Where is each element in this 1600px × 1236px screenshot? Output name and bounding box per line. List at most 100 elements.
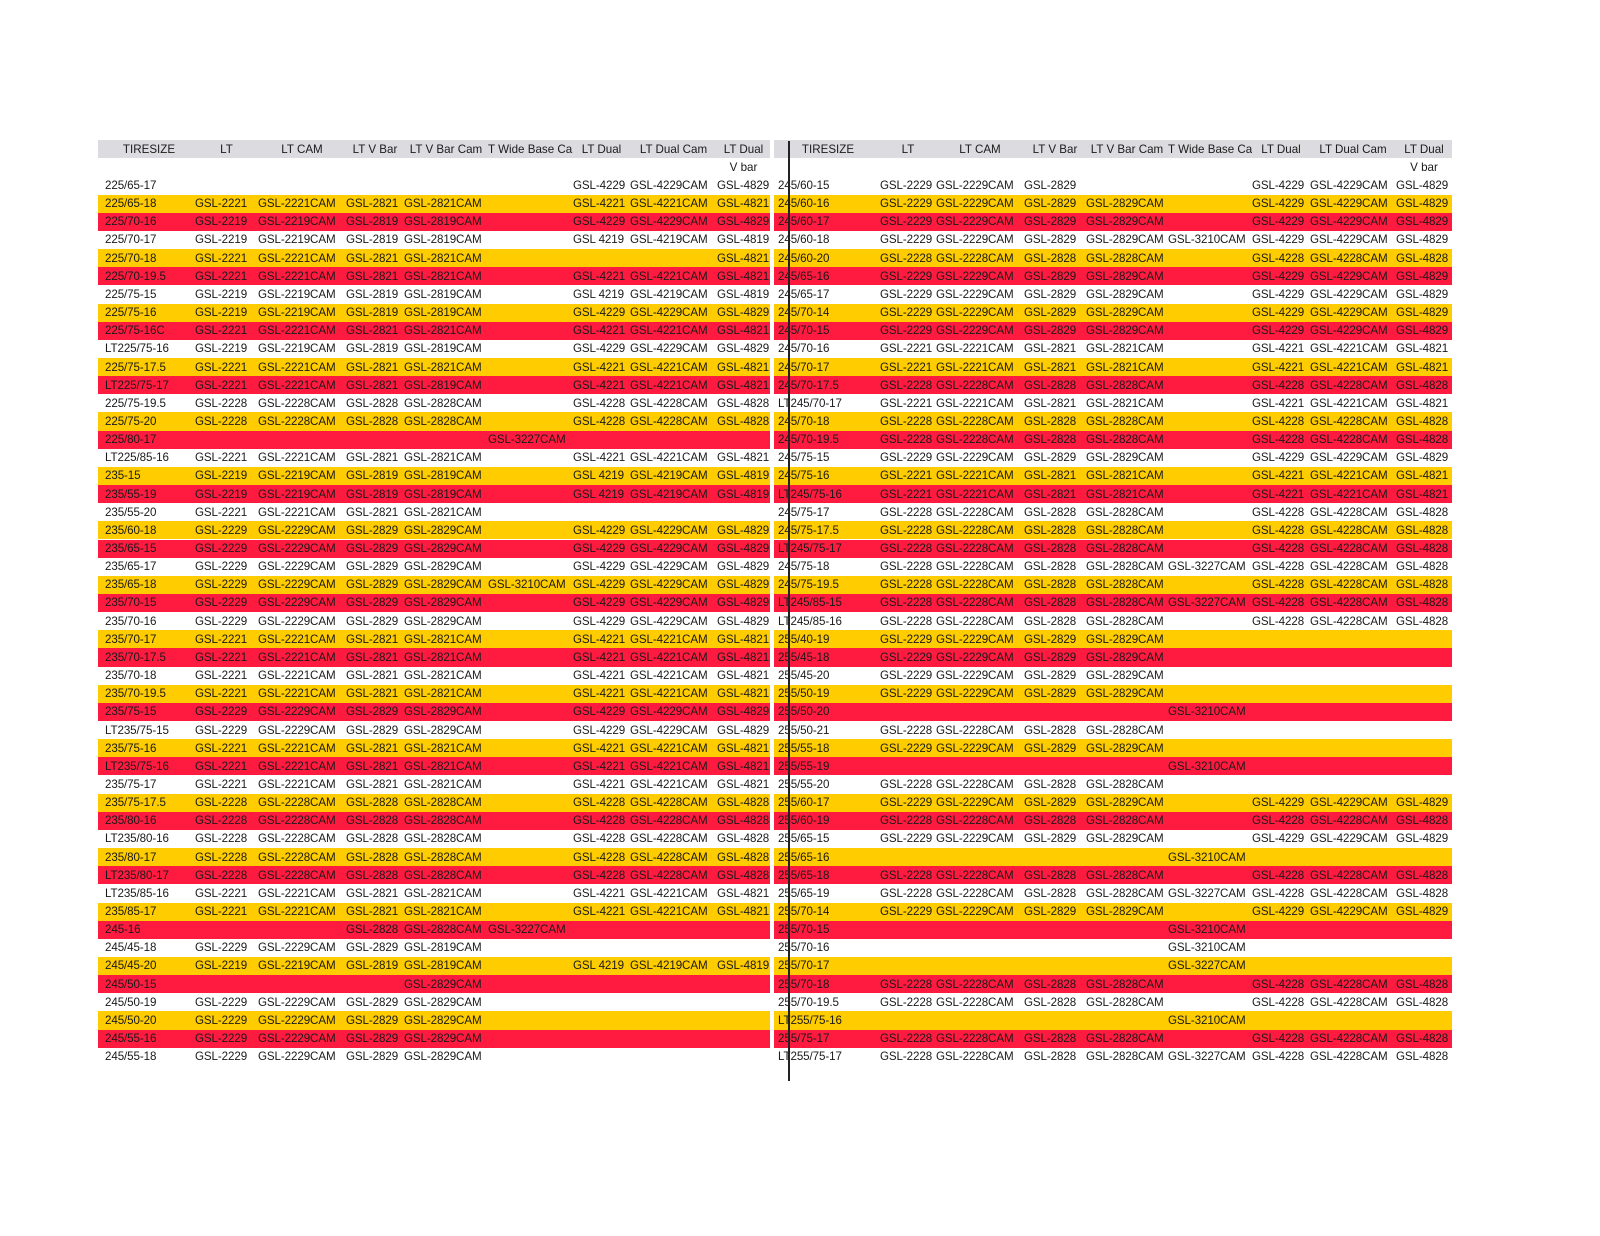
left-tire-size: 225/75-17.5 <box>105 360 166 374</box>
left-part-number: GSL-2221 <box>195 505 248 519</box>
right-part-number: GSL-2821CAM <box>1086 342 1164 356</box>
right-part-number: GSL-2229CAM <box>936 451 1014 465</box>
left-row-band <box>98 485 770 504</box>
left-part-number: GSL-4229CAM <box>630 705 708 719</box>
left-part-number: GSL-4229 <box>573 578 626 592</box>
right-column-header: T Wide Base Car <box>1168 143 1252 156</box>
right-tire-size: 255/45-18 <box>778 650 830 664</box>
left-part-number: GSL-2819CAM <box>404 378 482 392</box>
left-part-number: GSL-4821 <box>717 687 770 701</box>
right-part-number: GSL-2229CAM <box>936 650 1014 664</box>
left-tire-size: 235/80-16 <box>105 814 157 828</box>
left-part-number: GSL-2821 <box>346 650 399 664</box>
left-part-number: GSL-2219CAM <box>258 959 336 973</box>
left-part-number: GSL-2229CAM <box>258 723 336 737</box>
right-part-number: GSL-2828 <box>1024 523 1077 537</box>
right-row-band <box>774 702 1452 721</box>
left-part-number: GSL-2221CAM <box>258 886 336 900</box>
left-part-number: GSL-2821 <box>346 669 399 683</box>
right-part-number: GSL-2228CAM <box>936 505 1014 519</box>
right-part-number: GSL-2228CAM <box>936 542 1014 555</box>
left-part-number: GSL-2229 <box>195 723 248 737</box>
left-part-number: GSL-4828 <box>717 396 770 410</box>
left-part-number: GSL-3227CAM <box>488 433 566 447</box>
left-part-number: GSL-2821CAM <box>404 759 482 773</box>
left-part-number: GSL-4821 <box>717 197 770 211</box>
left-row-band <box>98 321 770 340</box>
right-row-band <box>774 811 1452 830</box>
right-part-number: GSL-2828CAM <box>1086 378 1164 392</box>
right-part-number: GSL-2228 <box>880 1050 933 1064</box>
right-part-number: GSL-2829 <box>1024 215 1077 229</box>
right-part-number: GSL-2821 <box>1024 360 1077 374</box>
left-part-number: GSL-2221 <box>195 650 248 664</box>
left-part-number: GSL-2829CAM <box>404 578 482 592</box>
left-part-number: GSL-2819CAM <box>404 287 482 301</box>
right-part-number: GSL-4828 <box>1396 614 1449 628</box>
left-part-number: GSL-2221 <box>195 378 248 392</box>
left-part-number: GSL-2821CAM <box>404 251 482 265</box>
left-part-number: GSL-2229CAM <box>258 941 336 955</box>
left-part-number: GSL-4828 <box>717 850 770 864</box>
left-part-number: GSL-2219CAM <box>258 233 336 247</box>
left-part-number: GSL-4221 <box>573 360 626 374</box>
right-tire-size: LT245/85-15 <box>778 596 842 610</box>
left-part-number: GSL-2229CAM <box>258 995 336 1009</box>
left-tire-size: LT225/75-17 <box>105 378 169 392</box>
right-row-band <box>774 648 1452 667</box>
right-tire-size: 255/65-18 <box>778 868 830 882</box>
left-part-number: GSL-4221CAM <box>630 777 708 791</box>
left-row-band <box>98 757 770 776</box>
right-tire-size: 255/55-19 <box>778 759 830 773</box>
left-part-number: GSL-4221 <box>573 886 626 900</box>
left-part-number: GSL-4219CAM <box>630 233 708 247</box>
right-part-number: GSL-4228CAM <box>1310 414 1388 428</box>
right-part-number: GSL-3210CAM <box>1168 705 1246 719</box>
right-part-number: GSL-4228 <box>1252 433 1305 447</box>
left-part-number: GSL-2221 <box>195 360 248 374</box>
right-row-band <box>774 539 1452 558</box>
left-part-number: GSL-2221CAM <box>258 360 336 374</box>
right-tire-size: 255/40-19 <box>778 632 830 646</box>
left-part-number: GSL-2229 <box>195 578 248 592</box>
right-row-band <box>774 321 1452 340</box>
right-part-number: GSL-4821 <box>1396 396 1449 410</box>
left-part-number: GSL-2229CAM <box>258 614 336 628</box>
right-column-header: LT Dual Cam <box>1319 143 1387 156</box>
left-part-number: GSL-2829CAM <box>404 705 482 719</box>
left-part-number: GSL-2228CAM <box>258 814 336 828</box>
right-row-band <box>774 575 1452 594</box>
left-part-number: GSL-4229 <box>573 723 626 737</box>
left-part-number: GSL-3210CAM <box>488 578 566 592</box>
right-part-number: GSL-2829 <box>1024 233 1077 247</box>
left-part-number: GSL-2821 <box>346 505 399 519</box>
left-row-band <box>98 575 770 594</box>
right-part-number: GSL-2828CAM <box>1086 868 1164 882</box>
left-part-number: GSL-2829 <box>346 523 399 537</box>
left-part-number: GSL-4821 <box>717 269 770 283</box>
left-part-number: GSL-4229CAM <box>630 215 708 229</box>
right-part-number: GSL-2228 <box>880 814 933 828</box>
right-part-number: GSL-2229 <box>880 269 933 283</box>
left-part-number: GSL-2821CAM <box>404 650 482 664</box>
right-column-header: TIRESIZE <box>801 143 855 156</box>
right-part-number: GSL-4221 <box>1252 469 1305 483</box>
right-part-number: GSL-4228CAM <box>1310 886 1388 900</box>
right-tire-size: 255/65-15 <box>778 832 830 846</box>
left-part-number: GSL-2221 <box>195 905 248 918</box>
left-part-number: GSL-2828 <box>346 923 399 937</box>
right-part-number: GSL-2829CAM <box>1086 669 1164 683</box>
right-tire-size: 255/50-21 <box>778 723 830 737</box>
left-part-number: GSL-4821 <box>717 378 770 392</box>
left-tire-size: LT235/85-16 <box>105 886 169 900</box>
left-part-number: GSL-4229CAM <box>630 614 708 628</box>
right-part-number: GSL-2228CAM <box>936 596 1014 610</box>
right-part-number: GSL-4229CAM <box>1310 324 1388 338</box>
right-part-number: GSL-3210CAM <box>1168 923 1246 937</box>
left-part-number: GSL-2221CAM <box>258 669 336 683</box>
left-part-number: GSL-2221CAM <box>258 650 336 664</box>
left-tire-size: 235/75-16 <box>105 741 157 755</box>
left-tire-size: LT235/75-15 <box>105 723 169 737</box>
left-part-number: GSL-4828 <box>717 796 770 810</box>
left-tire-size: 235/55-20 <box>105 505 157 519</box>
